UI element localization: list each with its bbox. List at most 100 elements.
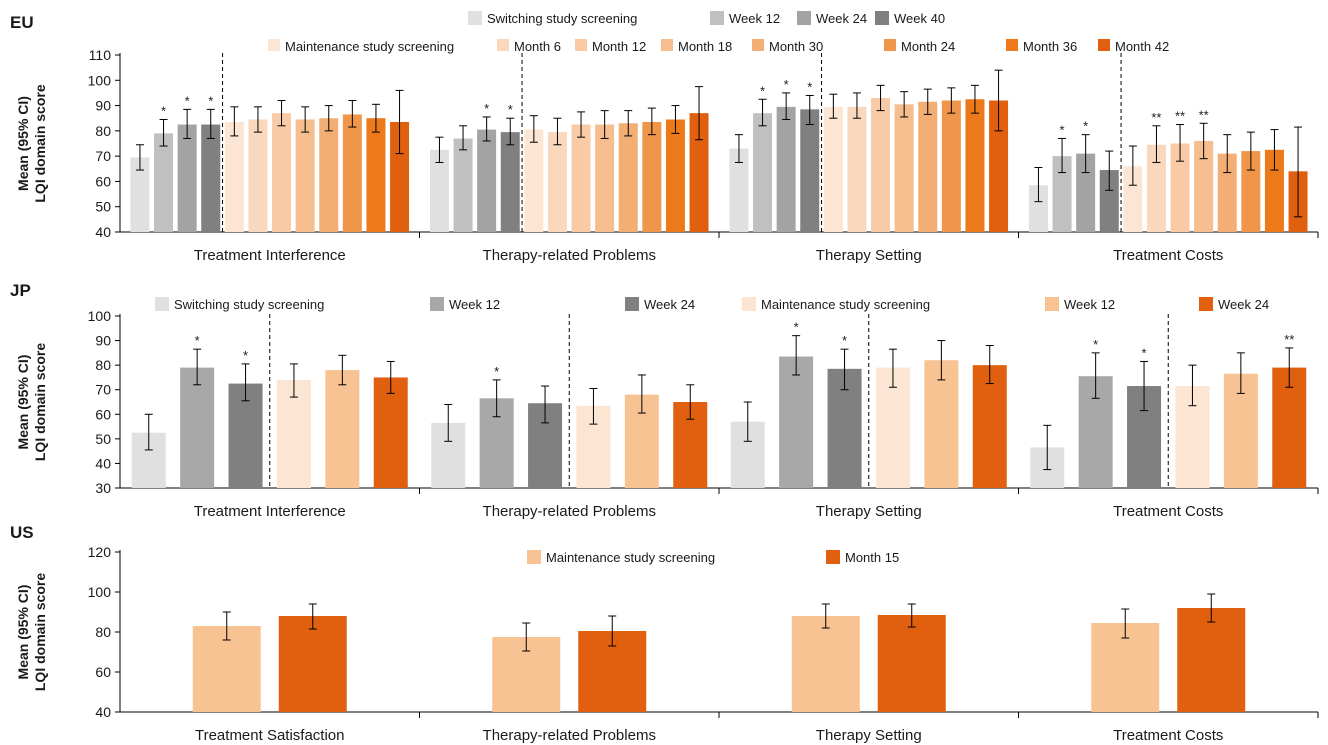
bar	[1123, 166, 1143, 232]
y-axis-label: Mean (95% CI)	[15, 96, 31, 191]
y-tick-label: 40	[95, 224, 111, 240]
legend-label: Week 24	[816, 11, 867, 26]
bar	[571, 124, 591, 232]
y-tick-label: 90	[95, 333, 111, 349]
bar	[154, 133, 174, 232]
significance-marker: *	[807, 79, 812, 94]
panel-eu: EU Mean (95% CI) LQI domain score 40 50 60 70 8…	[10, 11, 1319, 264]
y-tick-label: 40	[95, 455, 111, 471]
bar	[477, 129, 497, 232]
bar	[791, 616, 860, 712]
significance-marker: *	[243, 348, 248, 363]
bar	[278, 616, 347, 712]
significance-marker: *	[1060, 122, 1065, 137]
bar	[753, 113, 773, 232]
legend-swatch	[710, 11, 724, 25]
category-label: Therapy Setting	[816, 503, 922, 520]
y-tick-label: 50	[95, 431, 111, 447]
y-tick-label: 100	[88, 584, 112, 600]
bar	[248, 119, 268, 232]
legend-label: Month 30	[769, 39, 823, 54]
bar	[373, 377, 408, 488]
y-tick-label: 120	[88, 544, 112, 560]
legend-swatch	[752, 39, 764, 51]
bar	[224, 122, 244, 232]
category-label: Therapy Setting	[816, 247, 922, 264]
bar	[847, 106, 867, 232]
y-tick-label: 100	[88, 308, 112, 324]
bar	[1052, 156, 1072, 232]
significance-marker: *	[508, 102, 513, 117]
bar	[366, 118, 386, 232]
bar	[547, 132, 567, 232]
legend-label: Month 15	[845, 550, 899, 565]
legend-label: Maintenance study screening	[546, 550, 715, 565]
bar	[319, 118, 339, 232]
legend-swatch	[826, 550, 840, 564]
category-label: Therapy-related Problems	[483, 503, 656, 520]
bar	[1076, 153, 1096, 232]
y-tick-label: 90	[95, 98, 111, 114]
bar	[500, 132, 520, 232]
legend-swatch	[497, 39, 509, 51]
significance-marker: **	[1284, 332, 1294, 347]
bar	[595, 124, 615, 232]
significance-marker: *	[161, 103, 166, 118]
bar	[429, 149, 449, 232]
category-label: Therapy-related Problems	[483, 727, 656, 744]
y-tick-label: 60	[95, 664, 111, 680]
significance-marker: *	[1142, 345, 1147, 360]
bar	[871, 97, 891, 232]
legend-swatch	[527, 550, 541, 564]
bar	[1217, 153, 1237, 232]
y-tick-label: 60	[95, 173, 111, 189]
category-label: Treatment Interference	[194, 247, 346, 264]
category-label: Treatment Costs	[1113, 727, 1223, 744]
bar	[779, 356, 814, 488]
bar	[272, 113, 292, 232]
panel-us: US Mean (95% CI) LQI domain score 40 60 80 100…	[10, 523, 1319, 744]
category-label: Treatment Costs	[1113, 247, 1223, 264]
bar	[776, 106, 796, 232]
category-label: Treatment Interference	[194, 503, 346, 520]
region-label: EU	[10, 13, 34, 32]
region-label: JP	[10, 281, 31, 300]
legend-label: Month 12	[592, 39, 646, 54]
legend-label: Switching study screening	[487, 11, 637, 26]
significance-marker: *	[842, 333, 847, 348]
legend-swatch	[1045, 297, 1059, 311]
bar	[877, 615, 946, 712]
significance-marker: *	[185, 93, 190, 108]
bar	[965, 99, 985, 232]
legend-label: Week 12	[1064, 297, 1115, 312]
significance-marker: *	[794, 320, 799, 335]
legend-swatch	[575, 39, 587, 51]
region-label: US	[10, 523, 34, 542]
bar	[276, 379, 311, 488]
bar	[390, 122, 410, 232]
bar	[918, 101, 938, 233]
legend-label: Maintenance study screening	[285, 39, 454, 54]
bar	[1028, 185, 1048, 232]
bar	[924, 360, 959, 488]
bar	[295, 119, 315, 232]
y-tick-label: 50	[95, 199, 111, 215]
legend-swatch	[797, 11, 811, 25]
bar	[177, 124, 197, 232]
y-axis-label: LQI domain score	[32, 84, 48, 202]
y-tick-label: 80	[95, 123, 111, 139]
bar	[665, 119, 685, 232]
legend-label: Month 6	[514, 39, 561, 54]
bar	[642, 122, 662, 232]
y-tick-label: 80	[95, 624, 111, 640]
legend-label: Month 18	[678, 39, 732, 54]
bar	[342, 114, 362, 232]
bar	[453, 138, 473, 232]
legend-label: Week 40	[894, 11, 945, 26]
legend-label: Week 24	[644, 297, 695, 312]
legend-swatch	[625, 297, 639, 311]
significance-marker: *	[784, 77, 789, 92]
category-label: Therapy-related Problems	[483, 247, 656, 264]
y-tick-label: 110	[89, 47, 112, 63]
